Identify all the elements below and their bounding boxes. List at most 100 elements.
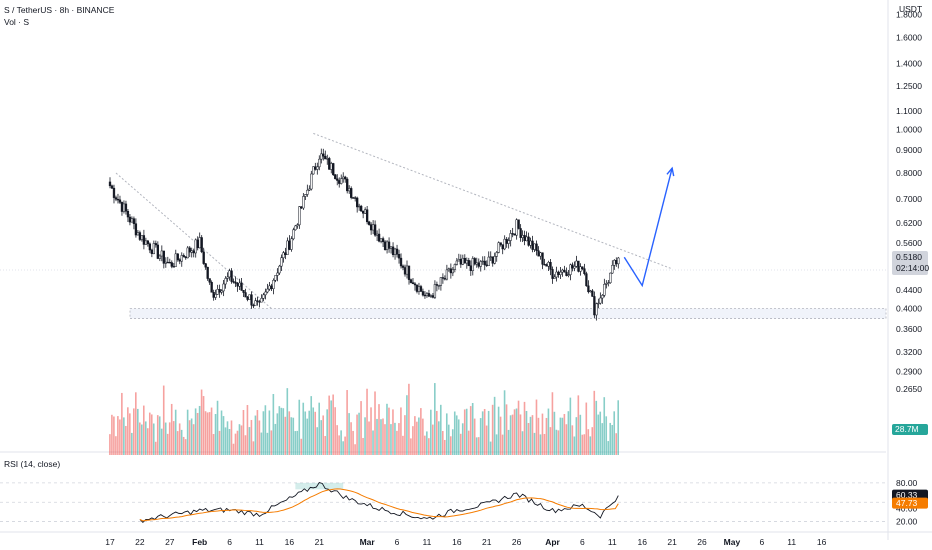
candle-body [310, 173, 313, 190]
volume-bar [487, 410, 490, 455]
candle-body [501, 244, 504, 250]
volume-bar [535, 399, 538, 455]
candle-body [298, 206, 301, 226]
candle-body [557, 271, 560, 275]
volume-bar [495, 434, 498, 455]
volume-bar [262, 411, 265, 455]
candle-body [455, 260, 458, 265]
candle-body [373, 224, 377, 236]
candle-body [533, 243, 536, 250]
candle-body [220, 290, 223, 293]
candle-body [244, 292, 247, 298]
candle-body [186, 247, 189, 259]
volume-bar [553, 411, 556, 455]
volume-bar [324, 436, 326, 455]
volume-bar [587, 429, 590, 455]
volume-bar [563, 414, 566, 455]
volume-bar [378, 404, 380, 455]
candle-body [246, 296, 249, 300]
candle-body [559, 271, 562, 275]
candle-body [603, 284, 606, 296]
volume-bar [583, 434, 586, 455]
candle-body [136, 232, 140, 236]
candle-body [457, 258, 460, 262]
volume-bar [316, 427, 319, 455]
candle-body [541, 252, 544, 265]
volume-bar [374, 391, 376, 455]
time-tick-label: 11 [608, 537, 617, 547]
candle-body [575, 260, 578, 267]
candle-body [417, 286, 421, 292]
volume-bar [611, 425, 614, 455]
candle-body [302, 196, 305, 209]
volume-bar [412, 426, 414, 455]
volume-bar [601, 423, 604, 455]
candle-body [118, 199, 122, 203]
volume-bar [483, 408, 486, 455]
candle-body [148, 243, 152, 251]
volume-bar [158, 416, 161, 455]
candle-body [475, 262, 478, 265]
candle-body [214, 294, 217, 298]
volume-bar [449, 436, 452, 455]
volume-bar [420, 408, 422, 455]
volume-bar [571, 425, 574, 455]
candle-body [276, 272, 279, 276]
candle-body [573, 266, 576, 269]
volume-bar [467, 430, 470, 455]
time-tick-label: May [724, 537, 741, 547]
volume-bar [288, 411, 291, 455]
candle-body [387, 241, 391, 249]
volume-bar [372, 430, 374, 455]
candle-body [290, 238, 293, 250]
volume-bar [148, 412, 151, 455]
volume-bar [312, 407, 315, 455]
volume-bars [109, 383, 619, 455]
projection-arrowhead [666, 166, 675, 177]
candle-body [342, 176, 345, 180]
candle-body [551, 269, 554, 279]
candle-body [477, 262, 480, 267]
volume-bar [503, 390, 506, 455]
candle-body [326, 158, 329, 160]
time-tick-label: 11 [787, 537, 796, 547]
candle-body [395, 248, 399, 255]
volume-bar [298, 399, 301, 455]
candle-body [260, 298, 263, 303]
candle-body [485, 264, 488, 266]
volume-bar [202, 396, 205, 455]
volume-bar [322, 415, 324, 455]
rsi-pane [139, 481, 619, 523]
time-tick-label: 6 [395, 537, 400, 547]
candle-body [358, 205, 361, 208]
candle-body [264, 291, 267, 296]
volume-bar [206, 412, 209, 455]
candle-body [563, 269, 566, 273]
candle-body [130, 218, 134, 223]
volume-bar [240, 425, 243, 455]
candle-body [248, 294, 251, 300]
price-tick-label: 0.4000 [896, 304, 922, 314]
candle-body [296, 224, 299, 227]
candle-body [391, 246, 395, 255]
candle-body [545, 264, 548, 267]
volume-bar [226, 421, 229, 455]
price-tick-label: 1.0000 [896, 124, 922, 134]
volume-bar [390, 424, 392, 455]
candle-body [393, 248, 397, 255]
volume-bar [174, 409, 177, 455]
volume-bar [565, 424, 568, 455]
volume-bar [579, 414, 582, 455]
candle-body [367, 221, 371, 225]
volume-bar [125, 425, 127, 455]
price-tick-label: 0.2650 [896, 384, 922, 394]
candle-body [350, 188, 353, 198]
volume-bar [334, 407, 336, 455]
volume-bar [525, 410, 528, 455]
candle-body [222, 283, 225, 292]
candle-body [204, 263, 207, 268]
volume-bar [139, 422, 141, 455]
grid [0, 269, 886, 522]
candle-body [381, 238, 385, 243]
